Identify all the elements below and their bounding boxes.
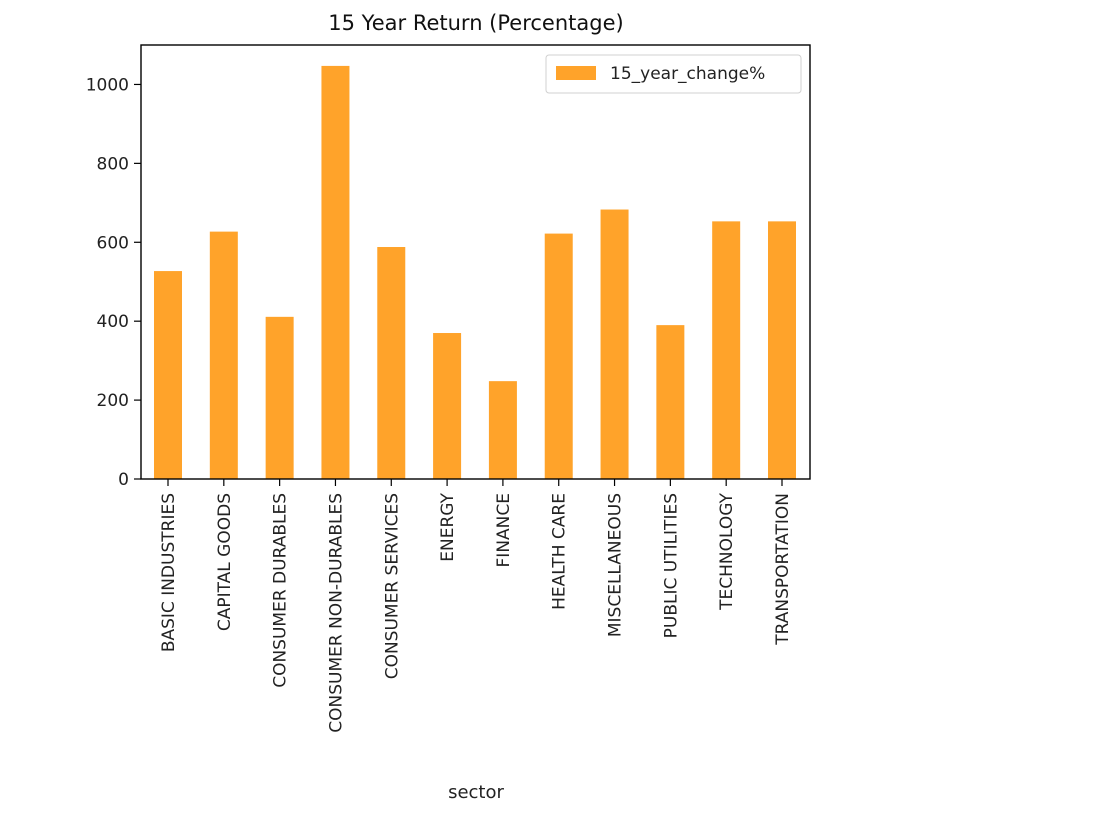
y-axis: 0 200 400 600 800 1000 <box>86 75 141 490</box>
x-tick-label: TRANSPORTATION <box>773 493 793 646</box>
x-tick-label: PUBLIC UTILITIES <box>661 493 681 638</box>
x-axis: BASIC INDUSTRIES CAPITAL GOODS CONSUMER DU… <box>159 479 793 733</box>
x-tick-label: CAPITAL GOODS <box>215 493 235 631</box>
bar-transportation <box>768 221 796 480</box>
y-tick-label: 200 <box>97 391 129 411</box>
bar-capital-goods <box>209 231 238 479</box>
y-tick-label: 800 <box>97 154 129 174</box>
legend-swatch <box>556 66 596 80</box>
y-tick-label: 600 <box>97 233 129 253</box>
bar-miscellaneous <box>600 209 629 479</box>
y-tick-label: 1000 <box>86 75 129 95</box>
y-tick-label: 0 <box>118 470 129 490</box>
legend-box <box>545 54 802 94</box>
x-tick-label: HEALTH CARE <box>550 493 570 610</box>
bar-health-care <box>544 233 573 479</box>
bar-finance <box>488 381 517 479</box>
legend: 15_year_change% <box>545 54 802 94</box>
x-tick-label: TECHNOLOGY <box>717 492 737 610</box>
legend-label: 15_year_change% <box>610 64 765 84</box>
bar-consumer-durables <box>265 316 294 479</box>
chart-title: 15 Year Return (Percentage) <box>328 11 623 35</box>
bars-layer <box>154 65 796 480</box>
x-tick-label: CONSUMER SERVICES <box>382 493 402 679</box>
x-tick-label: BASIC INDUSTRIES <box>159 493 179 652</box>
bar-consumer-non-durables <box>321 65 350 479</box>
y-tick-label: 400 <box>97 312 129 332</box>
x-tick-label: FINANCE <box>494 493 514 567</box>
x-tick-label: MISCELLANEOUS <box>606 493 626 637</box>
bar-technology <box>712 221 741 480</box>
x-axis-label: sector <box>448 782 504 803</box>
bar-consumer-services <box>377 247 406 479</box>
bar-energy <box>433 333 462 479</box>
plot-frame <box>140 44 811 480</box>
x-tick-label: CONSUMER NON-DURABLES <box>326 493 346 733</box>
bar-basic-industries <box>154 271 182 479</box>
bar-public-utilities <box>656 325 685 479</box>
x-tick-label: CONSUMER DURABLES <box>271 493 291 688</box>
x-tick-label: ENERGY <box>438 492 458 561</box>
